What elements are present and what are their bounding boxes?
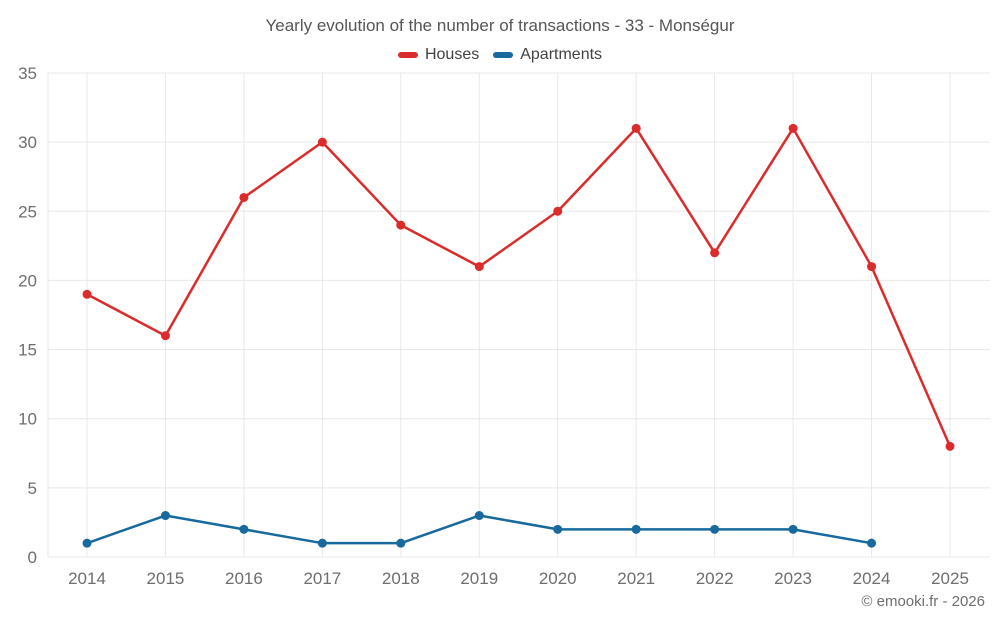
x-axis-tick-label: 2024 (853, 569, 891, 588)
x-axis-tick-label: 2022 (696, 569, 734, 588)
apartments-data-point[interactable] (553, 524, 563, 534)
apartments-legend-label: Apartments (520, 46, 603, 63)
houses-legend-label: Houses (424, 46, 480, 63)
houses-data-point[interactable] (474, 262, 484, 272)
houses-data-point[interactable] (396, 220, 406, 230)
y-axis-tick-label: 10 (18, 410, 37, 429)
x-axis-tick-label: 2021 (617, 569, 655, 588)
houses-data-point[interactable] (317, 137, 327, 147)
houses-legend-swatch-icon (397, 52, 418, 58)
houses-data-point[interactable] (710, 248, 720, 258)
apartments-legend-swatch-icon (493, 52, 514, 58)
x-axis-tick-label: 2016 (225, 569, 263, 588)
x-axis-tick-label: 2023 (774, 569, 812, 588)
chart-legend: Houses Apartments (0, 46, 1000, 64)
apartments-data-point[interactable] (396, 538, 406, 548)
y-axis-tick-label: 5 (28, 479, 37, 498)
x-axis-tick-label: 2018 (382, 569, 420, 588)
x-axis-tick-label: 2019 (460, 569, 498, 588)
x-axis-tick-label: 2014 (68, 569, 106, 588)
apartments-data-point[interactable] (474, 511, 484, 521)
apartments-data-point[interactable] (788, 524, 798, 534)
houses-data-point[interactable] (867, 262, 877, 272)
y-axis-tick-label: 35 (18, 64, 37, 83)
houses-data-point[interactable] (239, 192, 249, 202)
y-axis-tick-label: 0 (28, 548, 37, 567)
apartments-data-point[interactable] (160, 511, 170, 521)
x-axis-tick-label: 2020 (539, 569, 577, 588)
apartments-data-point[interactable] (867, 538, 877, 548)
houses-data-point[interactable] (788, 123, 798, 133)
y-axis-tick-label: 15 (18, 341, 37, 360)
chart-title: Yearly evolution of the number of transa… (265, 16, 735, 35)
houses-data-point[interactable] (631, 123, 641, 133)
houses-series-line (85, 127, 952, 448)
x-axis-tick-label: 2015 (147, 569, 185, 588)
x-axis-tick-label: 2017 (303, 569, 341, 588)
copyright-credit: © emooki.fr - 2026 (861, 593, 985, 610)
houses-data-point[interactable] (82, 289, 92, 299)
y-axis-tick-label: 30 (18, 133, 37, 152)
houses-data-point[interactable] (945, 441, 955, 451)
y-axis-tick-label: 25 (18, 202, 37, 221)
apartments-data-point[interactable] (239, 524, 249, 534)
legend-item-apartments[interactable]: Apartments (493, 46, 602, 64)
houses-data-point[interactable] (553, 206, 563, 216)
y-axis-tick-label: 20 (18, 271, 37, 290)
houses-data-point[interactable] (160, 331, 170, 341)
x-axis-tick-label: 2025 (931, 569, 969, 588)
apartments-data-point[interactable] (317, 538, 327, 548)
apartments-data-point[interactable] (631, 524, 641, 534)
legend-item-houses[interactable]: Houses (397, 46, 480, 64)
apartments-data-point[interactable] (82, 538, 92, 548)
apartments-data-point[interactable] (710, 524, 720, 534)
